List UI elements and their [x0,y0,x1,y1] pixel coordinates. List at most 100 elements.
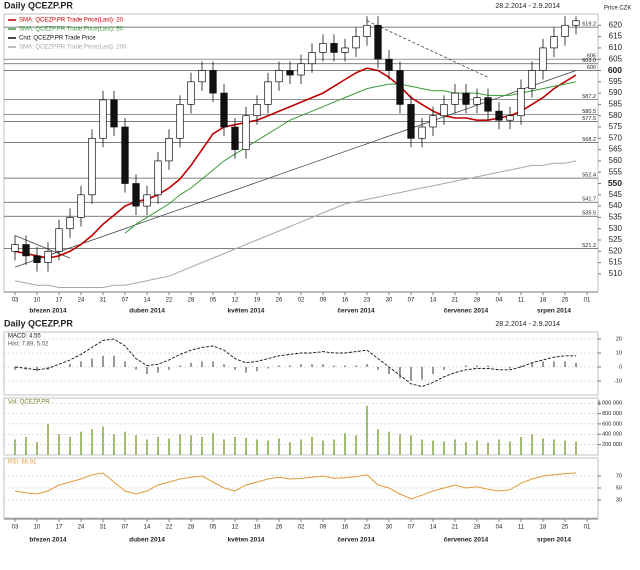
month-label: červen 2014 [337,537,375,544]
candle-body [231,126,239,150]
y-tick-label: 30 [616,497,622,503]
month-label: květen 2014 [228,537,265,544]
x-tick-label: 10 [34,298,41,304]
macd-bar [223,364,225,367]
x-tick-label: 05 [210,525,217,531]
x-tick-label: 28 [474,298,481,304]
level-label: 580.5 [582,109,596,115]
candle-body [440,104,448,117]
y-tick-label: 20 [616,336,622,342]
macd-bar [14,367,16,370]
macd-bar [289,365,291,367]
x-tick-label: 24 [78,298,85,304]
y-tick-label: 590 [609,88,623,97]
volume-bar [311,436,313,455]
candle-body [495,110,503,121]
candle-body [473,97,481,105]
level-label: 600 [587,65,596,71]
volume-bar [201,436,203,455]
macd-bar [531,362,533,367]
x-tick-label: 01 [584,525,591,531]
x-tick-label: 26 [276,525,283,531]
level-label: 603.0 [582,58,596,64]
macd-bar [157,367,159,373]
macd-bar [388,367,390,374]
volume-bar [322,440,324,455]
legend-label: SMA: QCEZP.PR Trade Price(Last): 200 [19,45,127,51]
date-range: 28.2.2014 - 2.9.2014 [495,3,560,10]
volume-bar [157,436,159,455]
x-tick-label: 23 [364,298,371,304]
y-tick-label: 605 [609,54,623,63]
x-tick-label: 12 [232,298,239,304]
candle-body [374,24,382,60]
volume-bar [179,434,181,455]
volume-bar [344,433,346,455]
volume-bar [476,440,478,455]
candle-body [66,217,74,230]
volume-bar [256,439,258,455]
axis-label: Price CZK [604,6,631,12]
candle-body [308,52,316,65]
volume-bar [14,439,16,455]
y-tick-label: 550 [608,178,622,188]
candle-body [561,24,569,37]
volume-bar [454,439,456,455]
volume-bar [25,436,27,455]
month-label: březen 2014 [29,308,67,315]
macd-bar [553,361,555,367]
macd-bar [575,362,577,367]
y-tick-label: 1 000 000 [598,401,622,407]
volume-bar [564,440,566,455]
y-tick-label: 580 [609,111,623,120]
macd-bar [564,361,566,367]
y-tick-label: 575 [609,122,623,131]
x-tick-label: 10 [34,525,41,531]
candle-body [385,58,393,71]
x-tick-label: 18 [540,525,547,531]
volume-bar [366,405,368,455]
candle-body [319,43,327,53]
y-tick-label: 800 000 [602,411,622,417]
month-label: červen 2014 [337,308,375,315]
macd-bar [267,367,269,369]
candle-body [187,81,195,105]
macd-bar [432,367,434,374]
x-tick-label: 05 [210,298,217,304]
x-tick-label: 31 [100,525,107,531]
candle-body [341,47,349,53]
volume-bar [69,436,71,455]
x-tick-label: 19 [254,525,261,531]
x-tick-label: 03 [12,525,19,531]
x-tick-label: 09 [320,525,327,531]
volume-bar [113,434,115,455]
candle-body [275,70,283,83]
month-label: duben 2014 [129,537,165,544]
y-tick-label: 520 [609,246,623,255]
y-tick-label: 545 [609,190,623,199]
legend-label: MACD: 4.55 [8,334,41,340]
volume-bar [102,426,104,455]
volume-bar [498,439,500,455]
candle-body [55,228,63,252]
x-tick-label: 14 [430,298,437,304]
candle-body [209,70,217,94]
volume-bar [575,441,577,455]
macd-bar [333,365,335,367]
macd-bar [245,367,247,373]
x-tick-label: 22 [166,298,173,304]
candle-body [363,24,371,37]
macd-bar [168,367,170,370]
y-tick-label: 555 [609,167,623,176]
x-tick-label: 19 [254,298,261,304]
macd-bar [201,361,203,367]
y-tick-label: 585 [609,100,623,109]
x-tick-label: 30 [386,525,393,531]
macd-bar [465,365,467,367]
candle-body [528,70,536,89]
candle-body [99,99,107,139]
candle-body [44,250,52,263]
macd-bar [113,355,115,367]
macd-bar [190,362,192,367]
chart-title: Daily QCEZP.PR [4,0,73,10]
